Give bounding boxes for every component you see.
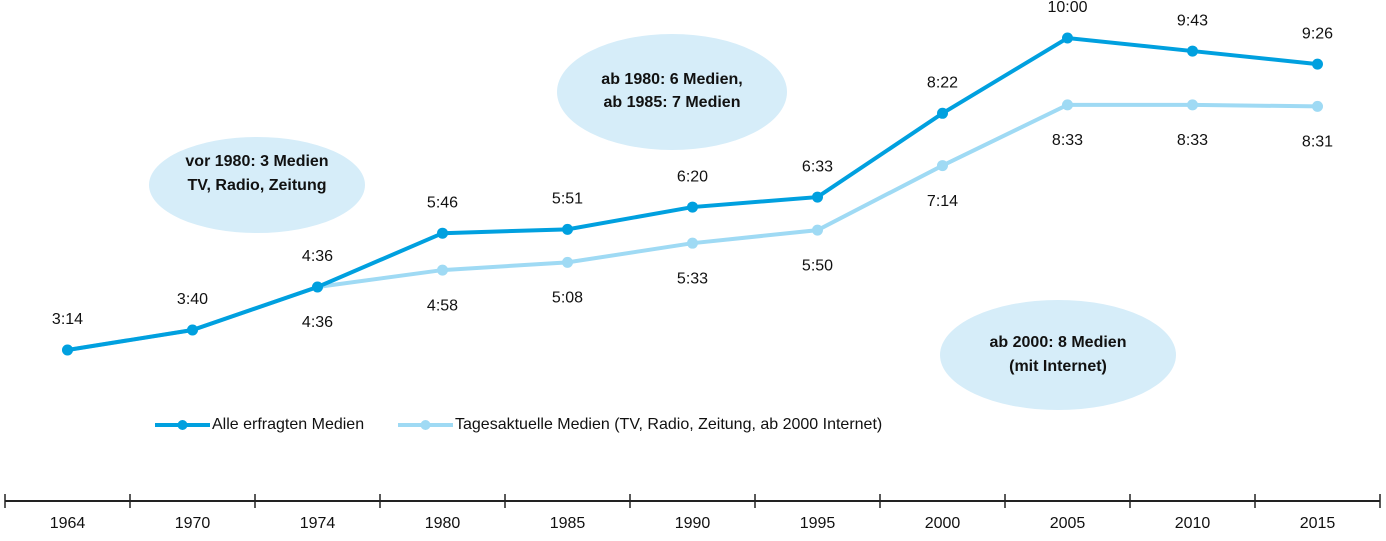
data-point: [437, 227, 448, 239]
x-tick-label: 2000: [925, 515, 961, 532]
data-point: [562, 223, 573, 235]
x-tick-label: 1964: [50, 515, 86, 532]
data-point: [687, 237, 698, 249]
data-label: 6:20: [677, 168, 708, 185]
x-tick-label: 1980: [425, 515, 461, 532]
data-point: [187, 324, 198, 336]
data-label: 8:31: [1302, 134, 1333, 151]
annotation-bubble: [940, 300, 1176, 410]
x-tick-label: 1970: [175, 515, 211, 532]
annotation: ab 2000: 8 Medien: [990, 334, 1127, 351]
data-label: 8:33: [1052, 132, 1083, 149]
x-tick-label: 2010: [1175, 515, 1211, 532]
legend-swatch-dot: [420, 420, 431, 430]
data-point: [62, 344, 73, 356]
data-label: 3:40: [177, 291, 208, 308]
data-point: [562, 256, 573, 268]
data-label: 5:51: [552, 191, 583, 208]
annotation: (mit Internet): [1009, 358, 1107, 375]
x-tick-label: 1995: [800, 515, 836, 532]
x-tick-label: 2015: [1300, 515, 1336, 532]
data-point: [437, 264, 448, 276]
x-tick-label: 1974: [300, 515, 336, 532]
data-point: [312, 281, 323, 293]
data-label: 6:33: [802, 158, 833, 175]
data-point: [1187, 45, 1198, 57]
data-point: [937, 107, 948, 119]
annotation: ab 1985: 7 Medien: [604, 94, 741, 111]
legend-label: Alle erfragten Medien: [212, 416, 364, 433]
annotation-bubble: [557, 34, 787, 150]
annotation: vor 1980: 3 Medien: [185, 153, 328, 170]
data-label: 10:00: [1047, 0, 1087, 16]
data-point: [1312, 58, 1323, 70]
annotation: TV, Radio, Zeitung: [188, 177, 327, 194]
x-tick-label: 2005: [1050, 515, 1086, 532]
data-label: 4:58: [427, 297, 458, 314]
data-point: [1187, 99, 1198, 111]
data-label: 7:14: [927, 193, 958, 210]
data-point: [812, 191, 823, 203]
data-label: 5:33: [677, 270, 708, 287]
data-label: 9:26: [1302, 25, 1333, 42]
data-point: [937, 160, 948, 172]
data-point: [1062, 99, 1073, 111]
data-point: [1062, 32, 1073, 44]
x-tick-label: 1990: [675, 515, 711, 532]
data-label: 4:36: [302, 248, 333, 265]
data-label: 8:33: [1177, 132, 1208, 149]
x-tick-label: 1985: [550, 515, 586, 532]
annotation-bubble: [149, 137, 365, 233]
data-point: [687, 201, 698, 213]
data-label: 5:50: [802, 257, 833, 274]
annotation: ab 1980: 6 Medien,: [601, 71, 742, 88]
legend-swatch-dot: [177, 420, 188, 430]
data-point: [812, 224, 823, 236]
data-label: 5:08: [552, 290, 583, 307]
legend-label: Tagesaktuelle Medien (TV, Radio, Zeitung…: [455, 416, 882, 433]
data-label: 8:22: [927, 75, 958, 92]
data-label: 5:46: [427, 194, 458, 211]
data-label: 3:14: [52, 311, 83, 328]
data-label: 9:43: [1177, 12, 1208, 29]
data-point: [1312, 100, 1323, 112]
data-label: 4:36: [302, 314, 333, 331]
